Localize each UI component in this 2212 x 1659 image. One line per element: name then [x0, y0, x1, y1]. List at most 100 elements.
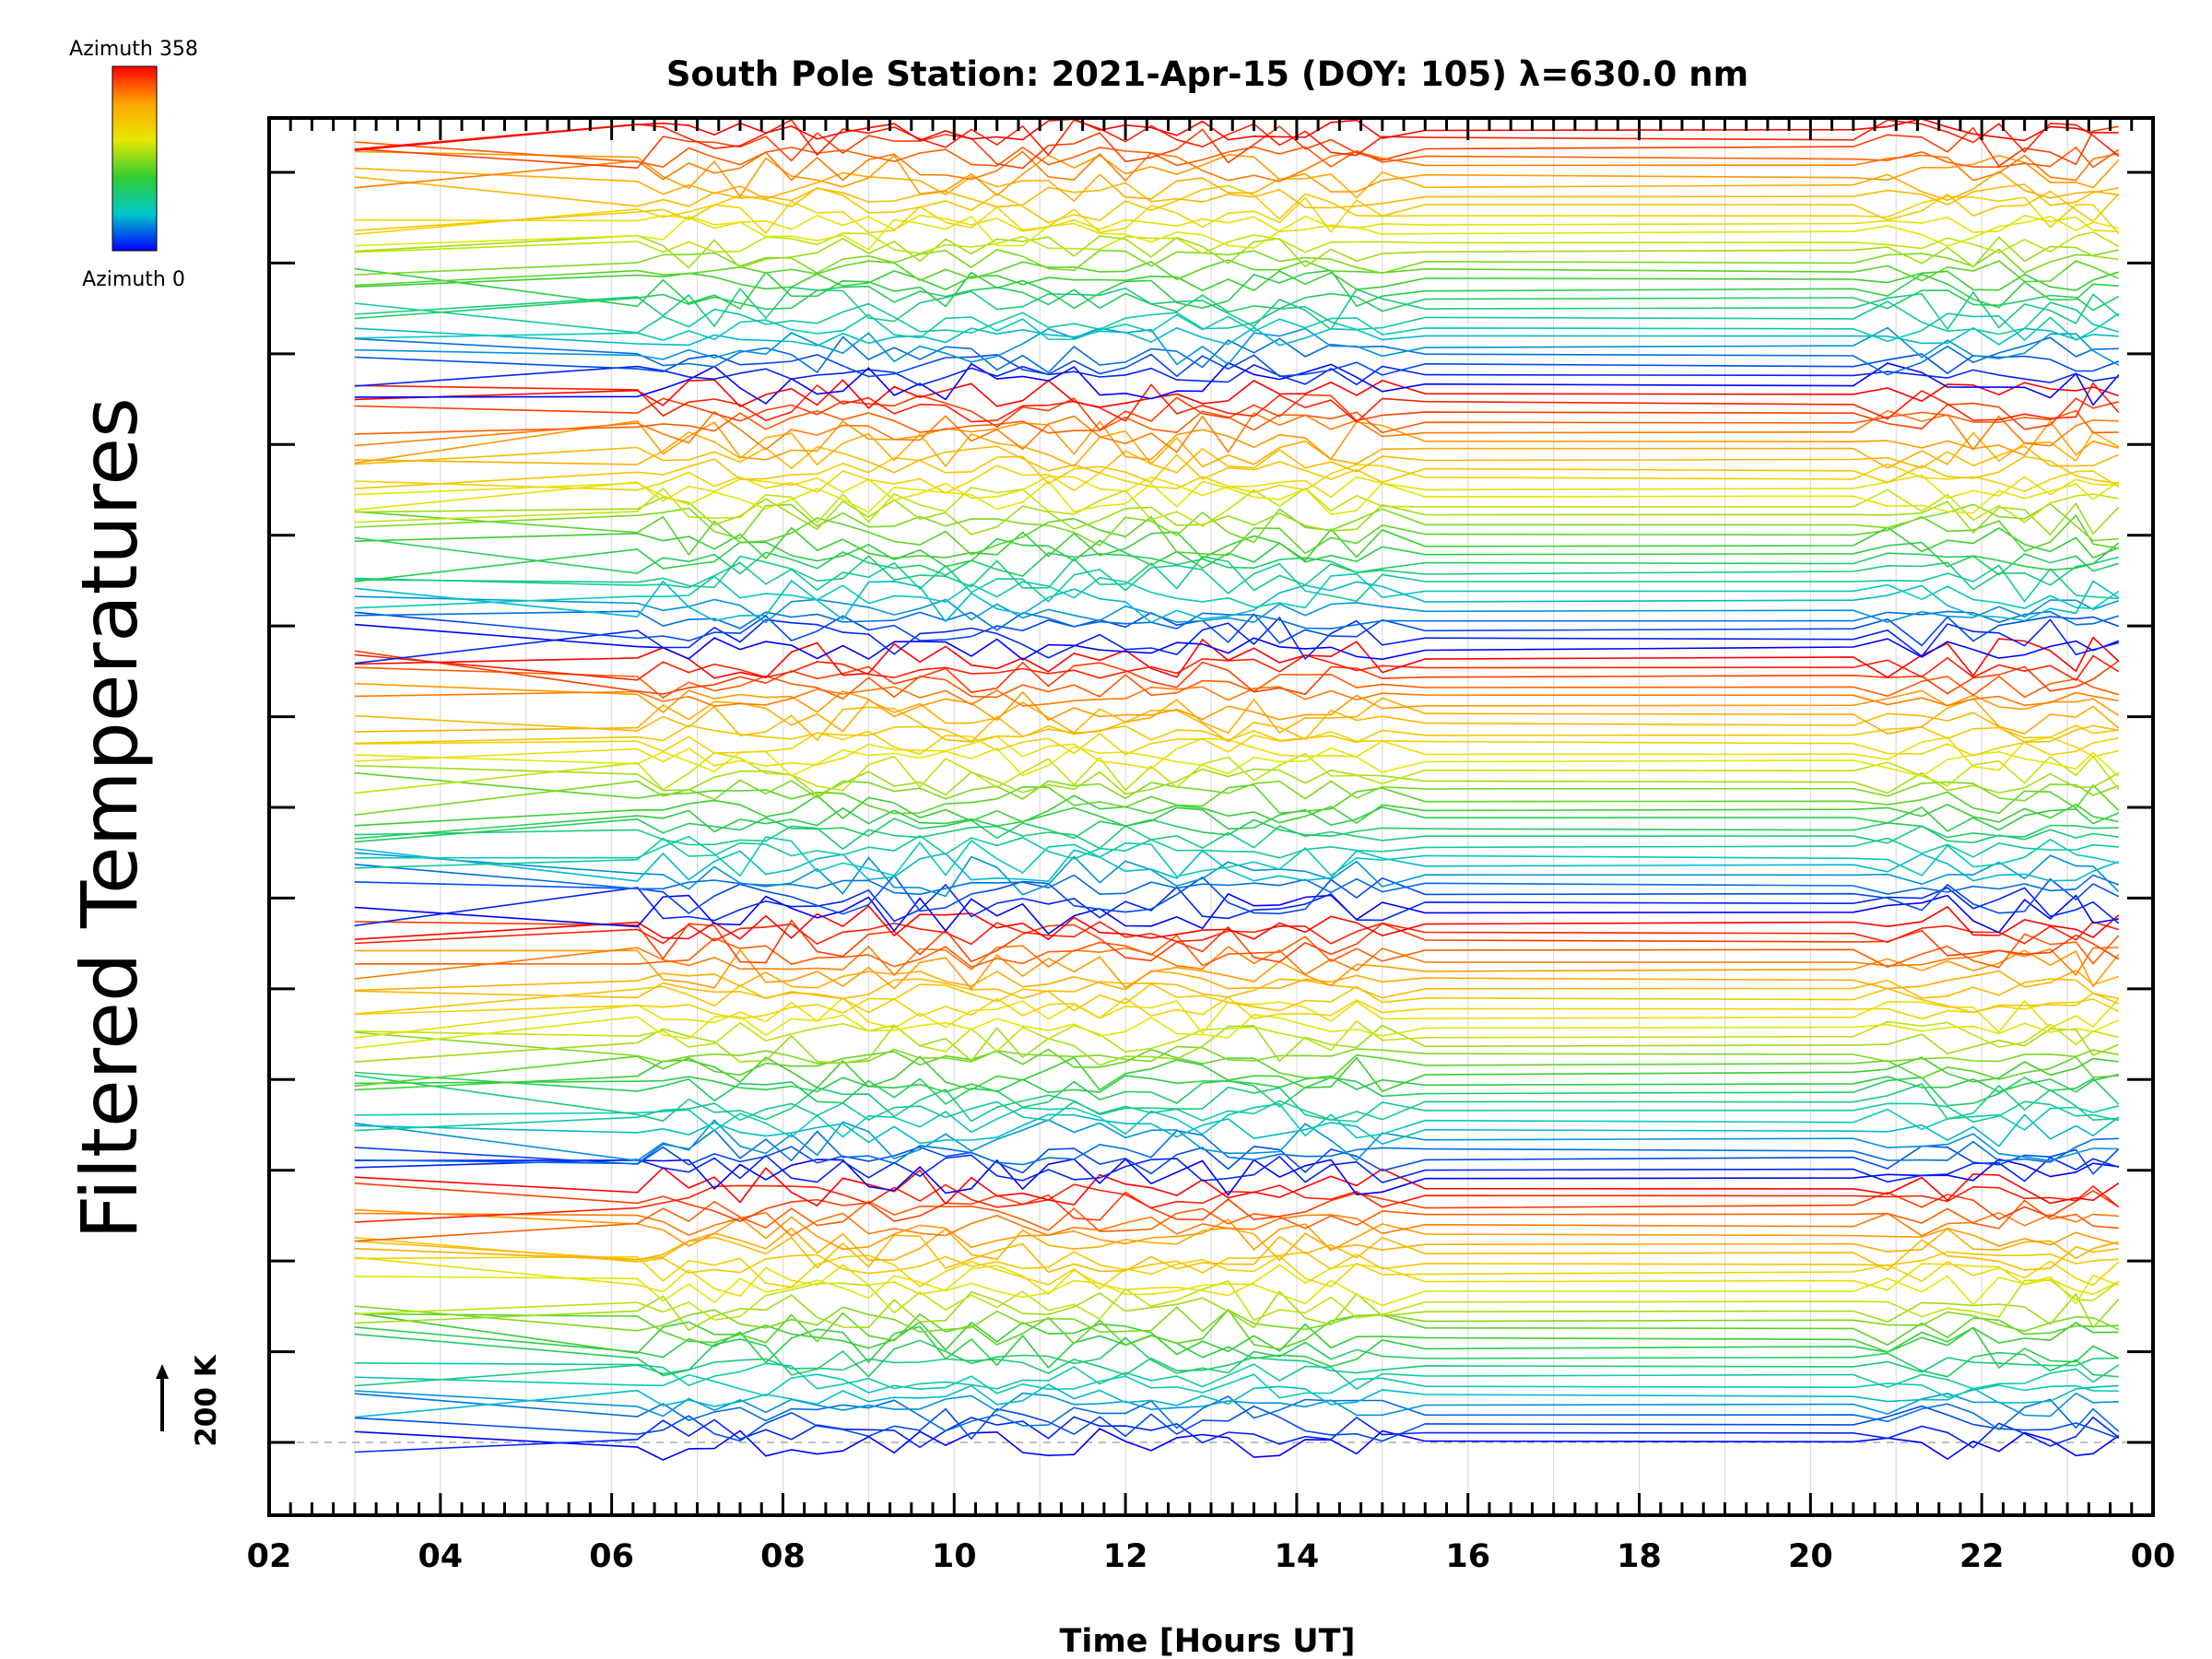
- series-line: [354, 1167, 2120, 1207]
- series-line: [354, 1234, 2119, 1274]
- series-line: [354, 864, 2120, 896]
- series-line: [354, 536, 2120, 577]
- series-line: [354, 526, 2120, 562]
- series-line: [354, 705, 2119, 744]
- series-line: [354, 335, 2119, 376]
- y-axis-label: Filtered Temperatures: [65, 397, 155, 1240]
- series-line: [354, 1129, 2119, 1166]
- series-line: [354, 353, 2120, 378]
- series-line: [354, 361, 2120, 406]
- series-line: [354, 650, 2120, 696]
- colorbar-top-label: Azimuth 358: [69, 38, 198, 61]
- series-line: [354, 1416, 2120, 1453]
- series-line: [354, 1279, 2120, 1322]
- x-tick-label: 08: [760, 1538, 806, 1575]
- series-line: [354, 1405, 2120, 1442]
- series-line: [354, 653, 2120, 682]
- x-tick-label: 00: [2131, 1538, 2176, 1575]
- series-line: [354, 1211, 2119, 1237]
- series-line: [354, 409, 2119, 435]
- series-line: [354, 150, 2120, 198]
- series-line: [354, 1113, 2120, 1147]
- series-line: [354, 817, 2119, 843]
- series-line: [354, 184, 2120, 231]
- series-line: [354, 537, 2120, 582]
- series-line: [354, 267, 2119, 311]
- series-line: [354, 904, 2120, 941]
- scale-bar-arrowhead: [156, 1364, 169, 1379]
- series-line: [354, 285, 2120, 320]
- x-tick-labels: 02 04 06 08 10 12 14 16 18 20 22 00: [247, 1538, 2176, 1575]
- series-line: [354, 730, 2119, 757]
- series-line: [354, 666, 2120, 700]
- x-axis-label: Time [Hours UT]: [1059, 1623, 1355, 1659]
- series-line: [354, 623, 2120, 661]
- series-line: [354, 1383, 2119, 1418]
- series-line: [354, 996, 2120, 1039]
- series-line: [354, 933, 2120, 969]
- series-line: [354, 176, 2119, 209]
- series-line: [354, 429, 2120, 469]
- series-line: [354, 1073, 2119, 1094]
- series-line: [354, 595, 2120, 624]
- series-line: [354, 1428, 2120, 1461]
- series-line: [354, 572, 2120, 610]
- series-line: [354, 921, 2120, 946]
- series-line: [354, 616, 2120, 665]
- series-line: [354, 259, 2120, 287]
- colorbar-gradient: [112, 65, 158, 252]
- series-line: [354, 834, 2119, 869]
- series-line: [354, 230, 2120, 255]
- series-line: [354, 234, 2119, 269]
- series-line: [354, 1208, 2120, 1252]
- series-line: [354, 1154, 2120, 1183]
- series-line: [354, 1158, 2119, 1196]
- series-group: [354, 118, 2120, 1461]
- series-line: [354, 286, 2120, 331]
- series-line: [354, 1199, 2119, 1242]
- series-line: [354, 463, 2120, 494]
- series-line: [354, 1227, 2120, 1262]
- series-line: [354, 1014, 2120, 1049]
- series-line: [354, 874, 2120, 915]
- series-line: [354, 835, 2119, 877]
- series-line: [354, 1048, 2119, 1088]
- series-line: [354, 779, 2120, 816]
- series-line: [354, 794, 2119, 827]
- scale-bar-label: 200 K: [190, 1354, 223, 1447]
- series-line: [354, 611, 2120, 647]
- x-tick-label: 20: [1788, 1538, 1833, 1575]
- series-line: [354, 735, 2119, 771]
- series-line: [354, 1312, 2119, 1356]
- series-line: [354, 1071, 2120, 1109]
- series-line: [354, 419, 2120, 465]
- series-line: [354, 215, 2119, 251]
- series-line: [354, 555, 2119, 592]
- series-line: [354, 270, 2120, 292]
- series-line: [354, 969, 2120, 992]
- series-line: [354, 453, 2119, 489]
- series-line: [354, 686, 2119, 708]
- x-tick-label: 10: [932, 1538, 977, 1575]
- series-line: [354, 1305, 2120, 1334]
- series-line: [354, 1325, 2120, 1370]
- series-line: [354, 479, 2120, 515]
- series-line: [354, 1256, 2120, 1298]
- series-line: [354, 195, 2120, 236]
- series-line: [354, 825, 2119, 851]
- x-tick-label: 22: [1959, 1538, 2005, 1575]
- series-line: [354, 978, 2119, 1000]
- series-line: [354, 248, 2119, 276]
- series-line: [354, 363, 2119, 387]
- x-tick-label: 14: [1275, 1538, 1320, 1575]
- series-line: [354, 125, 2119, 170]
- series-line: [354, 1119, 2119, 1162]
- series-line: [354, 724, 2119, 745]
- x-tick-label: 02: [247, 1538, 292, 1575]
- series-line: [354, 1290, 2120, 1332]
- series-line: [354, 1055, 2119, 1093]
- series-line: [354, 1254, 2120, 1290]
- scale-bar: 200 K: [156, 1354, 223, 1447]
- x-tick-label: 04: [418, 1538, 463, 1575]
